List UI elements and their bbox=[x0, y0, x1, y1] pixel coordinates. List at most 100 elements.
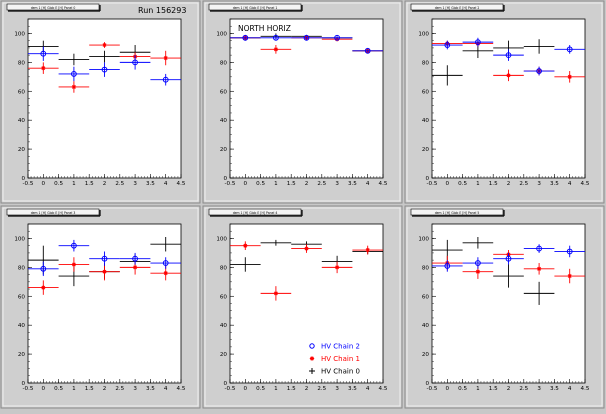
data-series bbox=[28, 257, 181, 295]
x-tick-label: 3 bbox=[133, 181, 137, 187]
legend-label: HV Chain 1 bbox=[321, 355, 360, 363]
data-series bbox=[28, 46, 181, 86]
panel-bevel bbox=[204, 207, 401, 407]
legend-marker bbox=[309, 356, 315, 361]
chart-panel: dem 1 [H] Glob E [H] Panel 4-0.5 0 0.5 1 1.5… bbox=[202, 205, 403, 409]
panel-title-box: dem 1 [H] Glob E [H] Panel 3 bbox=[6, 208, 101, 217]
x-tick-label: 3 bbox=[537, 181, 541, 187]
panel-bevel bbox=[2, 207, 199, 407]
x-tick-label: 0.5 bbox=[458, 181, 467, 187]
x-tick-label: 2 bbox=[305, 181, 309, 187]
x-tick-label: 3 bbox=[133, 386, 137, 392]
panel-bevel bbox=[406, 207, 603, 407]
panel-title: dem 1 [H] Glob E [H] Panel 5 bbox=[435, 211, 480, 215]
x-tick-label: 0 bbox=[42, 181, 46, 187]
data-point bbox=[536, 245, 543, 252]
y-tick-label: 60 bbox=[422, 294, 430, 300]
y-tick-label: 100 bbox=[418, 236, 429, 242]
data-point bbox=[132, 255, 139, 262]
data-point bbox=[243, 243, 248, 248]
data-series bbox=[432, 244, 585, 272]
y-tick-label: 0 bbox=[223, 381, 227, 387]
data-point bbox=[273, 34, 279, 41]
x-tick-label: 0 bbox=[446, 386, 450, 392]
x-tick-label: 3.5 bbox=[146, 386, 155, 392]
y-tick-label: 60 bbox=[220, 294, 228, 300]
data-point bbox=[567, 273, 572, 279]
y-tick-label: 0 bbox=[425, 176, 429, 182]
title-box-bg bbox=[410, 208, 504, 216]
x-tick-label: 1.5 bbox=[287, 386, 296, 392]
data-point bbox=[566, 248, 573, 255]
y-tick-label: 100 bbox=[216, 31, 227, 37]
x-tick-label: 1 bbox=[72, 181, 76, 187]
x-tick-label: 3 bbox=[335, 386, 339, 392]
x-tick-label: 3 bbox=[537, 386, 541, 392]
x-tick-label: 1 bbox=[274, 386, 278, 392]
data-point bbox=[334, 265, 340, 270]
x-tick-label: 3.5 bbox=[348, 386, 357, 392]
x-tick-label: 4.5 bbox=[379, 386, 388, 392]
y-tick-label: 20 bbox=[422, 352, 430, 358]
plot-frame bbox=[27, 223, 182, 384]
y-tick-label: 100 bbox=[14, 31, 25, 37]
x-tick-label: 0.5 bbox=[256, 386, 265, 392]
x-tick-label: -0.5 bbox=[225, 181, 236, 187]
x-tick-label: 4 bbox=[366, 386, 370, 392]
x-tick-label: 2.5 bbox=[317, 181, 326, 187]
x-tick-label: 2.5 bbox=[115, 386, 124, 392]
panel-title-box: dem 1 [H] Glob E [H] Panel 2 bbox=[410, 3, 505, 12]
y-tick-label: 60 bbox=[18, 294, 26, 300]
x-tick-label: 0.5 bbox=[54, 386, 63, 392]
x-tick-label: 1.5 bbox=[489, 386, 498, 392]
x-tick-label: 4 bbox=[164, 386, 168, 392]
data-point bbox=[71, 242, 77, 249]
data-point bbox=[40, 265, 47, 272]
panel-title-box: dem 1 [H] Glob E [H] Panel 5 bbox=[410, 208, 505, 217]
data-point bbox=[444, 263, 451, 269]
title-box-bg bbox=[6, 3, 100, 11]
x-tick-label: 3.5 bbox=[550, 181, 559, 187]
y-tick-label: 40 bbox=[18, 118, 26, 124]
panel-title: dem 1 [H] Glob E [H] Panel 3 bbox=[31, 211, 76, 215]
x-tick-label: 1 bbox=[72, 386, 76, 392]
data-point bbox=[101, 255, 108, 262]
plot-frame bbox=[431, 223, 586, 384]
data-point bbox=[365, 247, 370, 253]
x-tick-label: 1 bbox=[476, 181, 480, 187]
data-point bbox=[334, 37, 340, 42]
panel-bevel bbox=[406, 2, 603, 202]
data-point bbox=[71, 262, 77, 267]
y-tick-label: 20 bbox=[220, 147, 228, 153]
panel-title: dem 1 [H] Glob E [H] Panel 1 bbox=[233, 6, 278, 10]
data-point bbox=[41, 65, 46, 71]
x-tick-label: 1.5 bbox=[287, 181, 296, 187]
x-tick-label: 2 bbox=[103, 386, 107, 392]
x-tick-label: 3.5 bbox=[348, 181, 357, 187]
y-tick-label: 0 bbox=[21, 176, 25, 182]
data-point bbox=[475, 260, 481, 266]
y-tick-label: 20 bbox=[220, 352, 228, 358]
panel-title-box: dem 1 [H] Glob E [H] Panel 1 bbox=[208, 3, 303, 12]
x-tick-label: 1.5 bbox=[85, 386, 94, 392]
data-point bbox=[567, 74, 572, 80]
y-tick-label: 80 bbox=[220, 265, 228, 271]
legend-label: HV Chain 2 bbox=[321, 343, 360, 351]
data-point bbox=[40, 50, 47, 57]
x-tick-label: 0.5 bbox=[256, 181, 265, 187]
x-tick-label: -0.5 bbox=[427, 181, 438, 187]
run-label: Run 156293 bbox=[138, 6, 186, 15]
x-tick-label: 2 bbox=[507, 181, 511, 187]
y-tick-label: 80 bbox=[18, 265, 26, 271]
data-point bbox=[536, 266, 542, 272]
x-tick-label: 2.5 bbox=[115, 181, 124, 187]
y-tick-label: 100 bbox=[14, 236, 25, 242]
panel-title-box: dem 1 [H] Glob E [H] Panel 4 bbox=[208, 208, 303, 217]
chart-panel: dem 1 [H] Glob E [H] Panel 5-0.5 0 0.5 1 1.5… bbox=[404, 205, 605, 409]
x-tick-label: 2.5 bbox=[519, 181, 528, 187]
y-tick-label: 40 bbox=[220, 323, 228, 329]
x-tick-label: -0.5 bbox=[23, 386, 34, 392]
title-box-bg bbox=[208, 208, 302, 216]
